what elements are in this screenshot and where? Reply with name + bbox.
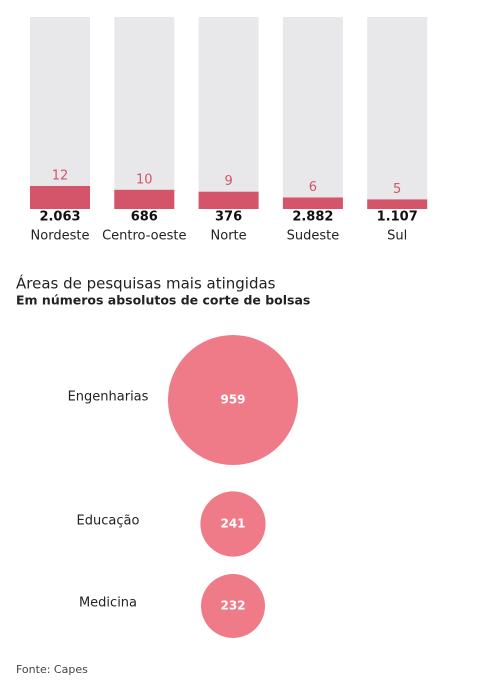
category-label: Sudeste xyxy=(287,229,340,244)
value-label: 232 xyxy=(220,599,245,613)
category-label: Centro-oeste xyxy=(102,229,186,244)
category-label: Norte xyxy=(211,229,247,244)
category-label: Engenharias xyxy=(68,390,149,405)
category-label: Medicina xyxy=(79,596,137,611)
category-label: Nordeste xyxy=(31,229,90,244)
value-label: 6 xyxy=(309,180,317,195)
bar xyxy=(367,199,428,209)
source: Fonte: Capes xyxy=(16,663,88,676)
bar-background xyxy=(114,17,175,209)
bar xyxy=(30,185,90,209)
category-label: Educação xyxy=(77,514,140,529)
bar xyxy=(114,189,175,209)
chart-title: Áreas de pesquisas mais atingidas xyxy=(16,274,276,293)
value-label: 959 xyxy=(220,393,245,407)
total-label: 1.107 xyxy=(377,210,418,225)
value-label: 9 xyxy=(224,174,232,189)
bar-background xyxy=(30,17,90,209)
bar xyxy=(198,191,259,209)
total-label: 2.882 xyxy=(292,210,333,225)
category-label: Sul xyxy=(387,229,407,244)
bar-background xyxy=(282,17,343,209)
bubble xyxy=(200,491,266,557)
value-label: 12 xyxy=(52,168,69,183)
bubble xyxy=(167,334,299,466)
bubble xyxy=(201,574,265,638)
value-label: 241 xyxy=(220,517,245,531)
total-label: 376 xyxy=(215,210,242,225)
bar-background xyxy=(367,17,428,209)
total-label: 2.063 xyxy=(39,210,80,225)
bar xyxy=(282,197,343,209)
chart-subtitle: Em números absolutos de corte de bolsas xyxy=(16,293,310,308)
bar-background xyxy=(198,17,259,209)
value-label: 5 xyxy=(393,182,401,197)
value-label: 10 xyxy=(136,172,153,187)
total-label: 686 xyxy=(131,210,158,225)
